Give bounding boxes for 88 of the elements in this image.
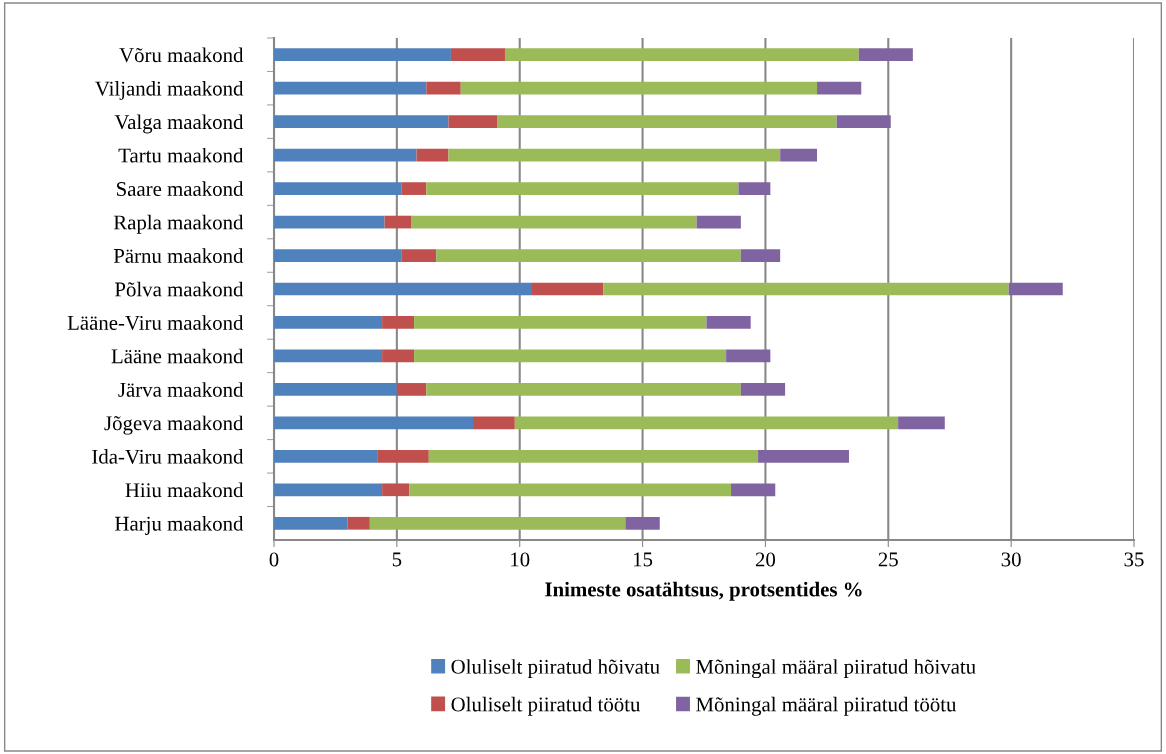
y-tick-label: Valga maakond bbox=[114, 114, 244, 134]
y-tick-label: Harju maakond bbox=[115, 516, 244, 535]
bar bbox=[780, 148, 818, 162]
y-tick-label: Võru maakond bbox=[119, 47, 244, 63]
bar bbox=[706, 316, 751, 329]
bar bbox=[274, 81, 427, 95]
bar bbox=[274, 383, 397, 396]
bar bbox=[409, 483, 732, 497]
x-tick-label: 20 bbox=[755, 552, 776, 567]
bar bbox=[414, 349, 727, 363]
legend-label: Oluliselt piiratud hõivatu bbox=[451, 659, 660, 679]
bar bbox=[473, 416, 515, 430]
y-tick-label: Lääne-Viru maakond bbox=[67, 315, 244, 331]
bar bbox=[758, 449, 849, 463]
bar bbox=[411, 215, 697, 229]
bar bbox=[416, 148, 449, 162]
y-tick-label: Pärnu maakond bbox=[113, 248, 244, 263]
bar bbox=[740, 249, 781, 262]
bar bbox=[426, 182, 739, 195]
x-tick-label: 5 bbox=[392, 552, 402, 567]
bar bbox=[274, 182, 402, 195]
y-tick-label: Lääne maakond bbox=[111, 348, 244, 364]
x-tick-label: 35 bbox=[1124, 552, 1144, 567]
bar bbox=[274, 516, 348, 530]
y-tick-label: Tartu maakond bbox=[118, 147, 244, 163]
y-tick-label: Hiiu maakond bbox=[125, 482, 244, 498]
bar bbox=[448, 148, 781, 162]
bar bbox=[1008, 282, 1063, 296]
bar bbox=[428, 449, 759, 463]
x-axis-title: Inimeste osatähtsus, protsentides % bbox=[545, 581, 862, 601]
bar bbox=[696, 215, 741, 229]
bar bbox=[347, 516, 370, 530]
bar bbox=[382, 349, 415, 363]
bar bbox=[401, 249, 437, 262]
bar bbox=[836, 115, 891, 129]
bar bbox=[274, 282, 532, 296]
bar bbox=[382, 483, 410, 497]
legend-label: Mõningal määral piiratud hõivatu bbox=[696, 659, 976, 679]
y-tick-label: Saare maakond bbox=[117, 181, 244, 197]
bar bbox=[504, 48, 859, 62]
bar bbox=[497, 115, 837, 129]
bar bbox=[274, 48, 451, 62]
bar bbox=[396, 383, 427, 396]
y-tick-label: Järva maakond bbox=[118, 382, 244, 397]
bar bbox=[514, 416, 899, 430]
bar bbox=[817, 81, 862, 95]
bar bbox=[377, 449, 429, 463]
y-tick-label: Viljandi maakond bbox=[95, 80, 244, 100]
x-tick-label: 30 bbox=[1001, 552, 1021, 567]
bar bbox=[450, 48, 505, 62]
bar bbox=[740, 383, 786, 396]
bar bbox=[401, 182, 427, 195]
bar bbox=[625, 516, 660, 530]
bar bbox=[274, 148, 417, 162]
bar bbox=[274, 349, 383, 363]
bar bbox=[532, 282, 604, 296]
bar bbox=[426, 383, 741, 396]
y-tick-label: Ida-Viru maakond bbox=[92, 449, 244, 464]
bar bbox=[369, 516, 626, 530]
x-tick-label: 25 bbox=[878, 552, 898, 567]
bar bbox=[858, 48, 913, 62]
bar bbox=[436, 249, 741, 262]
y-tick-label: Põlva maakond bbox=[115, 281, 244, 297]
bar bbox=[448, 115, 498, 129]
bar bbox=[898, 416, 945, 430]
x-tick-label: 0 bbox=[269, 552, 279, 567]
bar bbox=[384, 215, 412, 229]
bar bbox=[731, 483, 776, 497]
bar bbox=[274, 449, 378, 463]
legend-label: Mõningal määral piiratud töötu bbox=[696, 696, 957, 716]
bar bbox=[274, 249, 402, 262]
x-tick-label: 15 bbox=[633, 552, 653, 567]
bar bbox=[382, 316, 415, 329]
bar bbox=[274, 483, 383, 497]
bar bbox=[274, 115, 449, 129]
bar bbox=[738, 182, 771, 195]
y-tick-label: Rapla maakond bbox=[113, 214, 244, 234]
bar bbox=[414, 316, 707, 329]
bar bbox=[274, 416, 474, 430]
x-tick-label: 10 bbox=[511, 552, 530, 567]
bar bbox=[726, 349, 771, 363]
y-tick-label: Jõgeva maakond bbox=[104, 415, 244, 435]
bar bbox=[460, 81, 818, 95]
bar bbox=[274, 215, 385, 229]
bar bbox=[603, 282, 1009, 296]
bar bbox=[426, 81, 461, 95]
bar bbox=[274, 316, 383, 329]
legend-label: Oluliselt piiratud töötu bbox=[451, 696, 641, 716]
